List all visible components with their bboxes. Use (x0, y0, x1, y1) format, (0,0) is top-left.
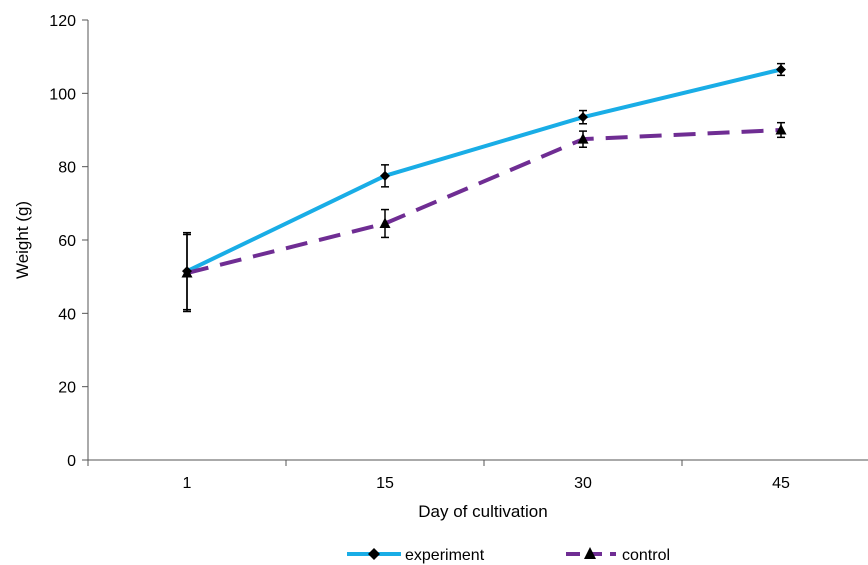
x-axis-title: Day of cultivation (418, 502, 547, 521)
error-bars (183, 62, 785, 313)
data-point-control (775, 124, 787, 135)
triangle-marker-icon (584, 547, 596, 559)
diamond-marker-icon (368, 548, 380, 560)
data-point-control (379, 217, 391, 228)
series-line-experiment (186, 67, 782, 273)
y-tick-label: 0 (67, 453, 76, 470)
data-point-control (181, 267, 193, 278)
legend-item-experiment: experiment (347, 547, 485, 564)
series-line-control (186, 128, 782, 275)
x-tick-label: 1 (183, 475, 192, 492)
y-tick-label: 100 (49, 86, 76, 103)
legend-label-experiment: experiment (405, 547, 485, 564)
x-tick-label: 15 (376, 475, 394, 492)
legend: experiment control (347, 547, 670, 564)
y-tick-label: 40 (58, 306, 76, 323)
y-tick-label: 20 (58, 380, 76, 397)
x-axis: 1 15 30 45 (87, 459, 868, 492)
data-point-experiment (776, 64, 786, 75)
data-point-control (577, 133, 589, 144)
data-point-experiment (380, 170, 390, 181)
x-tick-label: 45 (772, 475, 790, 492)
data-point-experiment (578, 112, 588, 123)
legend-item-control: control (566, 547, 670, 564)
y-tick-label: 80 (58, 160, 76, 177)
y-axis: 0 20 40 60 80 100 120 (49, 13, 89, 470)
series-markers (181, 64, 787, 278)
y-tick-label: 120 (49, 13, 76, 30)
legend-label-control: control (622, 547, 670, 564)
y-axis-title: Weight (g) (13, 201, 32, 279)
x-tick-label: 30 (574, 475, 592, 492)
y-tick-label: 60 (58, 233, 76, 250)
series-lines (186, 67, 782, 275)
